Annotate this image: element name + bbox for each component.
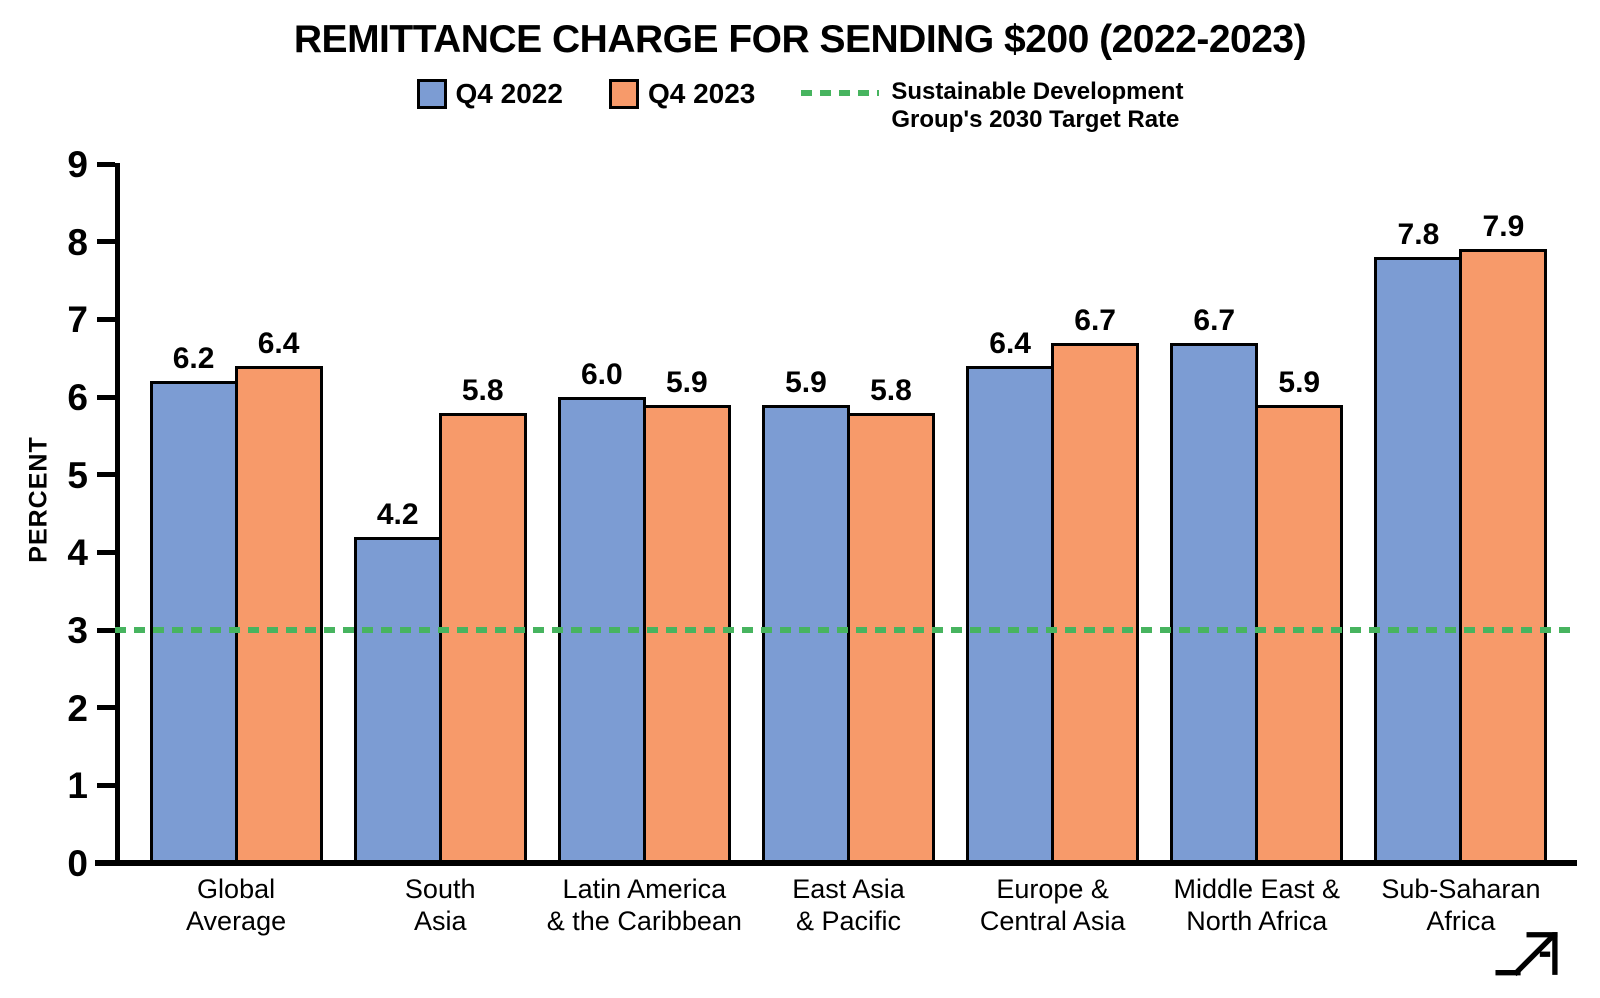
x-axis-category-label-middle-east-north-africa: Middle East & North Africa [1173, 874, 1341, 936]
bar-value-label: 7.8 [1397, 218, 1440, 251]
y-axis-tick-label: 6 [67, 377, 88, 418]
bar-q4-2022-europe-central-asia [966, 366, 1055, 860]
legend-swatch-q4-2023-icon [608, 79, 639, 109]
bar-group-middle-east-north-africa: 6.7 5.9 [1155, 164, 1359, 860]
x-axis-category-label-east-asia-pacific: East Asia & Pacific [792, 874, 905, 936]
y-axis-tick-mark [97, 316, 115, 322]
bar-value-label: 4.2 [376, 498, 419, 531]
y-axis-tick-mark [97, 161, 115, 167]
y-axis-tick-label: 2 [67, 687, 88, 729]
x-axis-category-label-latin-america-the-caribbean: Latin America & the Caribbean [546, 874, 742, 936]
y-axis-tick-mark [97, 782, 115, 788]
bar-group-sub-saharan-africa: 7.8 7.9 [1359, 164, 1563, 860]
bar-value-label: 6.4 [257, 327, 300, 360]
y-axis-tick-mark [97, 549, 115, 555]
plot-area: 6.2 6.4 4.2 5.8 6.0 5.9 5.9 5.8 6.4 6.7 6.7 5.9 7.8 7… [120, 164, 1577, 860]
y-axis-tick-label: 8 [67, 221, 88, 263]
legend: Q4 2022 Q4 2023 Sustainable Development … [0, 78, 1600, 133]
bar-wrap-q4-2023-latin-america-the-caribbean: 5.9 [642, 366, 731, 860]
legend-label-q4-2022: Q4 2022 [455, 78, 563, 109]
bar-wrap-q4-2022-east-asia-pacific: 5.9 [761, 366, 850, 860]
bar-value-label: 5.8 [461, 374, 504, 407]
bar-value-label: 5.9 [665, 366, 708, 399]
bar-q4-2023-sub-saharan-africa [1459, 249, 1548, 860]
bar-wrap-q4-2022-middle-east-north-africa: 6.7 [1170, 304, 1259, 860]
bar-wrap-q4-2022-sub-saharan-africa: 7.8 [1374, 218, 1463, 860]
legend-item-target-rate: Sustainable Development Group's 2030 Tar… [801, 78, 1183, 133]
bar-wrap-q4-2023-middle-east-north-africa: 5.9 [1255, 366, 1344, 860]
bar-value-label: 5.9 [1278, 366, 1321, 399]
arrow-logo-icon [1495, 932, 1558, 977]
x-axis-category-label-south-asia: South Asia [404, 874, 476, 936]
bar-q4-2022-sub-saharan-africa [1374, 257, 1463, 860]
y-axis-tick-label: 3 [67, 610, 88, 651]
bar-q4-2022-middle-east-north-africa [1170, 343, 1259, 860]
y-axis-line [115, 163, 120, 863]
bar-wrap-q4-2023-europe-central-asia: 6.7 [1051, 304, 1140, 860]
legend-item-q4-2022: Q4 2022 [416, 78, 563, 110]
legend-label-target-line1: Sustainable Development [891, 78, 1184, 105]
chart-title: REMITTANCE CHARGE FOR SENDING $200 (2022… [293, 18, 1307, 61]
bar-value-label: 7.9 [1482, 210, 1525, 243]
bar-wrap-q4-2022-latin-america-the-caribbean: 6.0 [557, 358, 646, 860]
bar-q4-2022-global-average [149, 381, 238, 860]
y-axis-tick-label: 0 [67, 843, 88, 884]
bar-value-label: 5.8 [870, 374, 912, 407]
bar-value-label: 6.2 [172, 342, 215, 375]
bar-group-global-average: 6.2 6.4 [134, 164, 338, 860]
bar-q4-2023-europe-central-asia [1051, 343, 1140, 860]
x-axis-category-label-europe-central-asia: Europe & Central Asia [979, 874, 1126, 936]
y-axis-tick-mark [97, 394, 115, 400]
y-axis-tick-mark [97, 627, 115, 633]
bar-q4-2023-south-asia [438, 413, 527, 860]
dashed-line-icon [801, 90, 880, 96]
y-axis-tick-label: 7 [67, 299, 88, 341]
y-axis-tick-mark [97, 705, 115, 711]
y-axis-tick-label: 9 [67, 144, 88, 185]
y-axis-tick-label: 1 [67, 765, 88, 807]
bar-group-south-asia: 4.2 5.8 [338, 164, 542, 860]
bar-value-label: 6.0 [580, 358, 623, 391]
legend-label-target-rate: Sustainable Development Group's 2030 Tar… [891, 78, 1183, 133]
y-axis-tick-label: 4 [67, 532, 88, 574]
legend-swatch-q4-2022-icon [416, 79, 447, 109]
target-rate-line [115, 627, 1577, 633]
bar-q4-2022-south-asia [353, 537, 442, 860]
y-axis-tick-mark [97, 239, 115, 245]
bar-group-europe-central-asia: 6.4 6.7 [951, 164, 1155, 860]
legend-item-q4-2023: Q4 2023 [608, 78, 756, 110]
bar-group-latin-america-the-caribbean: 6.0 5.9 [542, 164, 746, 860]
bar-wrap-q4-2023-east-asia-pacific: 5.8 [846, 374, 935, 860]
bar-value-label: 6.7 [1074, 304, 1116, 337]
bar-q4-2023-east-asia-pacific [846, 413, 935, 860]
bar-wrap-q4-2022-south-asia: 4.2 [353, 498, 442, 860]
bar-wrap-q4-2022-europe-central-asia: 6.4 [966, 327, 1055, 860]
x-axis-category-label-sub-saharan-africa: Sub-Saharan Africa [1381, 874, 1541, 936]
bar-value-label: 6.7 [1193, 304, 1236, 337]
x-axis-line [95, 860, 1577, 866]
bar-group-east-asia-pacific: 5.9 5.8 [746, 164, 950, 860]
legend-label-target-line2: Group's 2030 Target Rate [891, 105, 1180, 133]
x-axis-labels: Global Average South Asia Latin America & the… [120, 874, 1577, 938]
x-axis-category-label-global-average: Global Average [186, 874, 287, 936]
bar-wrap-q4-2022-global-average: 6.2 [149, 342, 238, 860]
legend-label-q4-2023: Q4 2023 [647, 78, 756, 109]
bar-wrap-q4-2023-sub-saharan-africa: 7.9 [1459, 210, 1548, 860]
bar-value-label: 5.9 [785, 366, 827, 399]
bar-wrap-q4-2023-global-average: 6.4 [234, 327, 323, 860]
y-axis-tick-label: 5 [67, 454, 88, 496]
bar-value-label: 6.4 [989, 327, 1031, 360]
bar-q4-2023-global-average [234, 366, 323, 860]
bar-wrap-q4-2023-south-asia: 5.8 [438, 374, 527, 860]
y-axis-tick-mark [97, 472, 115, 478]
